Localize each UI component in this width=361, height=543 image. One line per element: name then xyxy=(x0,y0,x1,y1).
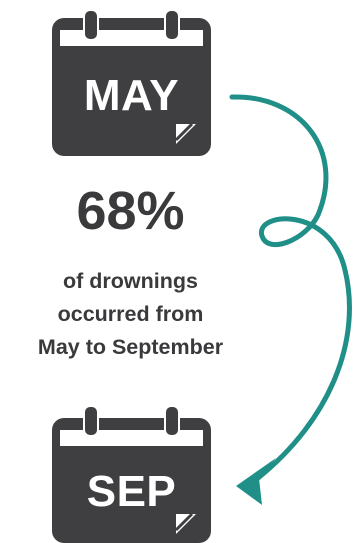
statistic-line: of drownings xyxy=(63,269,198,293)
statistic-description: of drownings occurred from May to Septem… xyxy=(0,265,261,364)
page-curl-icon xyxy=(174,512,196,534)
page-curl-icon xyxy=(174,122,196,144)
statistic-value: 68% xyxy=(76,181,185,241)
calendar-month-end: SEP xyxy=(86,467,177,516)
statistic-line: occurred from xyxy=(57,302,204,326)
statistic-line: May to September xyxy=(37,335,224,359)
calendar-month-start: MAY xyxy=(83,71,180,120)
